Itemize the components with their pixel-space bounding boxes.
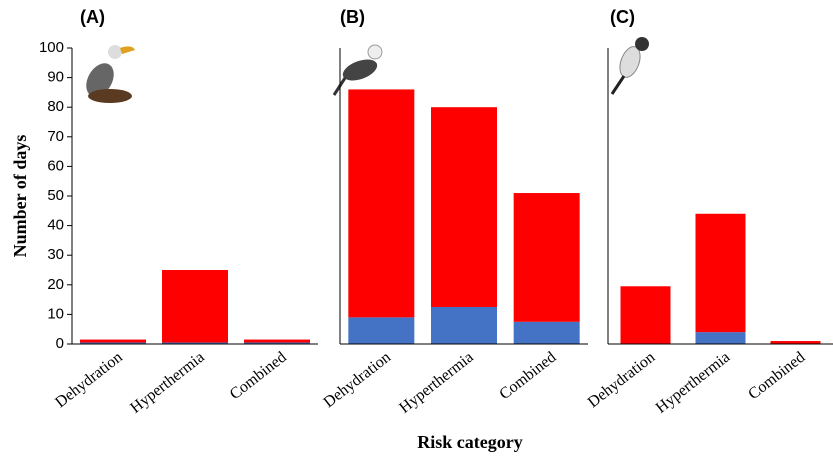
x-axis-label: Risk category (417, 432, 522, 452)
bird-b (332, 44, 383, 96)
bar-segment (162, 270, 228, 343)
x-tick-label: Hyperthermia (653, 349, 733, 417)
bar-segment (348, 317, 415, 344)
bar-segment (770, 341, 821, 344)
y-tick-label: 0 (56, 335, 64, 352)
bird-a (86, 45, 135, 103)
y-tick-label: 100 (39, 39, 64, 56)
x-tick-label: Hyperthermia (127, 349, 207, 417)
bar-segment (431, 107, 497, 307)
x-tick-label: Combined (496, 349, 559, 403)
y-tick-label: 10 (47, 305, 64, 322)
bird-c (610, 37, 649, 95)
bar-segment (431, 307, 497, 344)
x-tick-label: Combined (745, 349, 808, 403)
y-tick-label: 30 (47, 246, 64, 263)
bar-segment (244, 339, 310, 343)
panel-title: (C) (610, 7, 635, 27)
x-tick-label: Dehydration (52, 349, 125, 412)
y-tick-label: 20 (47, 276, 64, 293)
y-tick-label: 50 (47, 187, 64, 204)
y-tick-label: 70 (47, 128, 64, 145)
bar-segment (244, 342, 310, 344)
x-tick-label: Combined (227, 349, 290, 403)
bar-segment (80, 339, 146, 343)
bar-segment (162, 342, 228, 344)
x-tick-label: Dehydration (321, 349, 394, 412)
panel-title: (A) (80, 7, 105, 27)
bar-segment (513, 193, 580, 322)
bar-segment (80, 342, 146, 344)
y-axis-label: Number of days (10, 135, 30, 258)
x-tick-label: Dehydration (585, 349, 658, 412)
bar-segment (513, 321, 580, 344)
y-tick-label: 40 (47, 217, 64, 234)
bar-segment (348, 89, 415, 318)
y-tick-label: 90 (47, 69, 64, 86)
bar-segment (620, 286, 671, 344)
y-tick-label: 60 (47, 157, 64, 174)
bar-segment (695, 213, 746, 333)
panel-title: (B) (340, 7, 365, 27)
bar-segment (695, 332, 746, 344)
x-tick-label: Hyperthermia (396, 349, 476, 417)
y-tick-label: 80 (47, 98, 64, 115)
